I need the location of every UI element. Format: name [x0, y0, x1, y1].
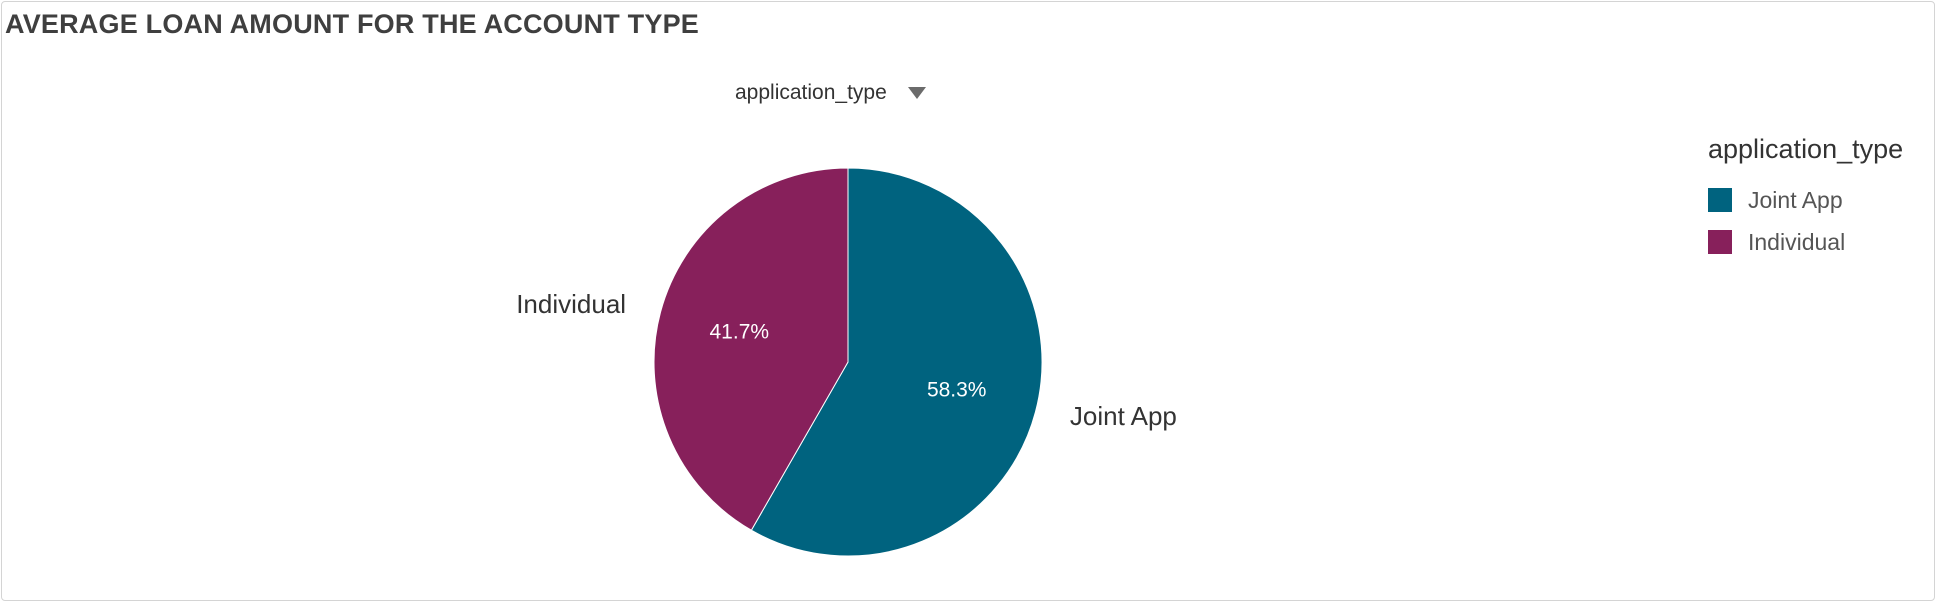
pie-category-label-individual: Individual: [516, 289, 626, 319]
pie-category-label-joint-app: Joint App: [1070, 401, 1177, 431]
pie-labels: 58.3% Joint App 41.7% Individual: [516, 289, 1177, 431]
legend-label-joint-app: Joint App: [1748, 186, 1843, 213]
pie-slice-individual[interactable]: [653, 167, 849, 531]
legend-item-joint-app[interactable]: Joint App: [1708, 179, 1903, 221]
legend-swatch-individual: [1708, 230, 1732, 254]
legend-swatch-joint-app: [1708, 188, 1732, 212]
field-selector-label: application_type: [735, 81, 887, 104]
field-selector-dropdown[interactable]: application_type: [735, 78, 926, 108]
legend: application_type Joint App Individual: [1708, 134, 1903, 263]
pie-slices: [653, 167, 1043, 557]
legend-title: application_type: [1708, 134, 1904, 164]
chart-title: AVERAGE LOAN AMOUNT FOR THE ACCOUNT TYPE: [5, 9, 699, 39]
legend-label-individual: Individual: [1748, 228, 1846, 255]
chevron-down-icon[interactable]: [907, 87, 926, 99]
legend-item-individual[interactable]: Individual: [1708, 221, 1903, 263]
pie-percent-label-joint-app: 58.3%: [927, 379, 987, 402]
pie-percent-label-individual: 41.7%: [710, 321, 770, 344]
pie-slice-joint-app[interactable]: [750, 167, 1043, 557]
